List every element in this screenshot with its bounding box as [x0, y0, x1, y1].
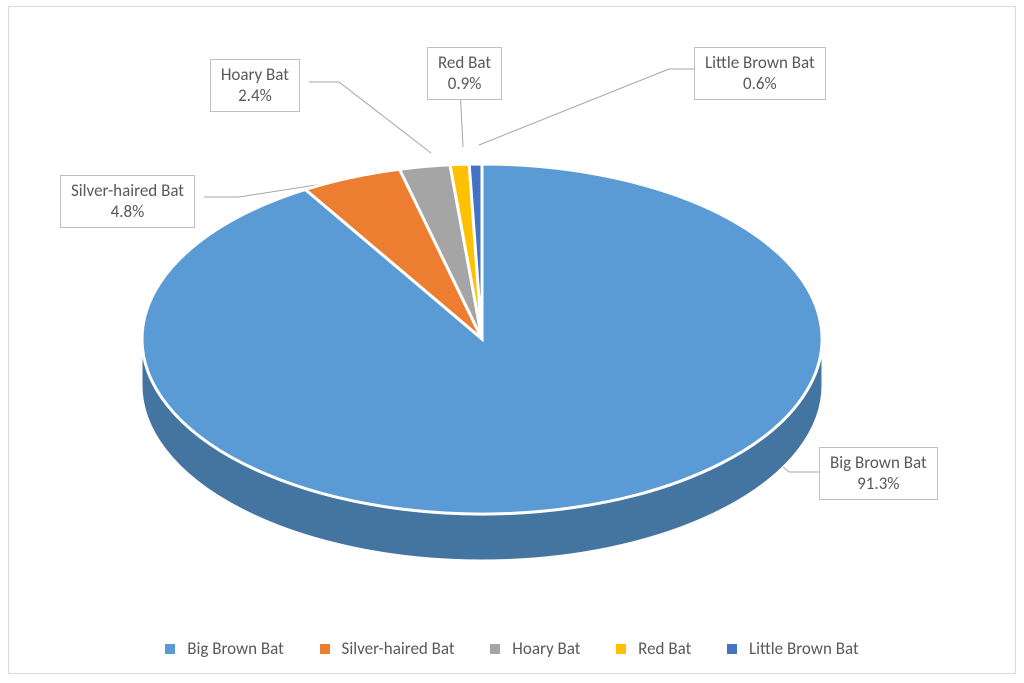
slice-label-hoary: Hoary Bat 2.4%: [210, 59, 300, 112]
slice-label-name: Little Brown Bat: [705, 52, 815, 73]
legend-item: Hoary Bat: [490, 638, 580, 659]
legend-swatch: [320, 644, 330, 654]
legend-label: Little Brown Bat: [749, 638, 859, 659]
slice-label-pct: 2.4%: [238, 85, 272, 106]
legend-label: Red Bat: [638, 638, 691, 659]
legend-swatch: [165, 644, 175, 654]
legend-swatch: [727, 644, 737, 654]
slice-label-red: Red Bat 0.9%: [427, 47, 502, 100]
chart-frame: Big Brown Bat 91.3% Silver-haired Bat 4.…: [8, 6, 1016, 674]
slice-label-pct: 0.6%: [743, 73, 777, 94]
legend-item: Little Brown Bat: [727, 638, 859, 659]
slice-label-pct: 0.9%: [448, 73, 482, 94]
legend-item: Silver-haired Bat: [320, 638, 455, 659]
legend-swatch: [490, 644, 500, 654]
legend-item: Red Bat: [616, 638, 691, 659]
legend-label: Big Brown Bat: [187, 638, 284, 659]
legend-item: Big Brown Bat: [165, 638, 284, 659]
legend-label: Hoary Bat: [512, 638, 580, 659]
slice-label-name: Hoary Bat: [221, 64, 289, 85]
pie-chart: [132, 139, 892, 559]
legend-label: Silver-haired Bat: [342, 638, 455, 659]
plot-area: Big Brown Bat 91.3% Silver-haired Bat 4.…: [29, 27, 995, 613]
slice-label-little-brown: Little Brown Bat 0.6%: [694, 47, 826, 100]
legend-swatch: [616, 644, 626, 654]
slice-label-name: Red Bat: [438, 52, 491, 73]
legend: Big Brown Bat Silver-haired Bat Hoary Ba…: [9, 638, 1015, 659]
